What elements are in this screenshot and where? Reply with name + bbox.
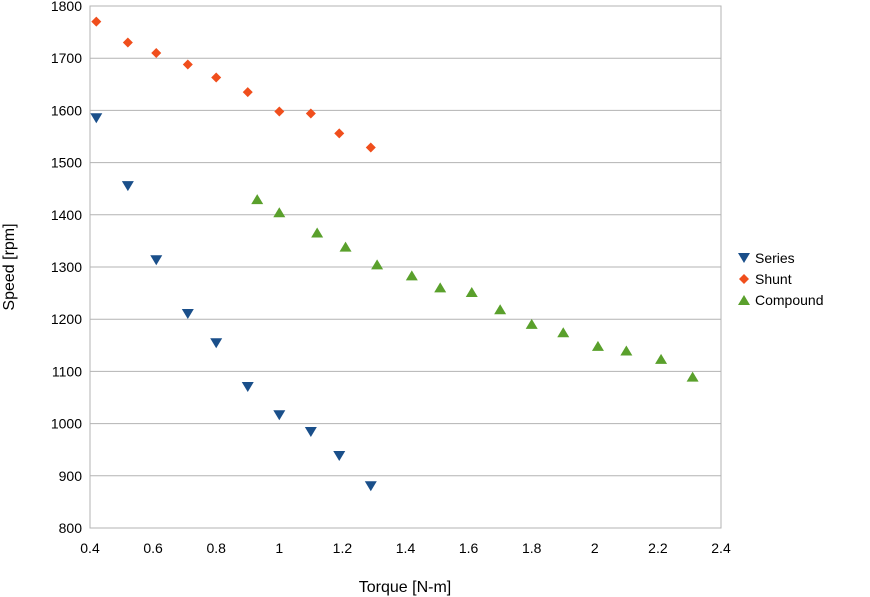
compound-point [655, 353, 668, 364]
compound-point [557, 327, 570, 338]
y-tick-label: 1200 [51, 311, 82, 327]
plot-area [89, 5, 722, 529]
y-tick-label: 1300 [51, 259, 82, 275]
legend-label-shunt: Shunt [755, 271, 792, 287]
y-tick-label: 1400 [51, 207, 82, 223]
y-tick-label: 1700 [51, 50, 82, 66]
series-point [181, 308, 194, 319]
compound-point [465, 287, 478, 298]
compound-point [620, 345, 633, 356]
legend-marker-series [738, 253, 750, 263]
legend-marker-compound [738, 295, 750, 305]
x-tick-label: 1.2 [333, 540, 353, 556]
compound-point [525, 318, 538, 329]
y-axis-ticks: 800 900 1000 1100 1200 1300 1400 1500 1600 1700 18… [51, 0, 82, 536]
x-tick-label: 2.4 [711, 540, 731, 556]
x-tick-label: 2.2 [648, 540, 668, 556]
x-axis-title: Torque [N-m] [359, 579, 451, 596]
shunt-point [242, 87, 253, 98]
compound-point [591, 340, 604, 351]
grid [90, 5, 721, 529]
shunt-point [91, 16, 102, 27]
legend-label-compound: Compound [755, 292, 824, 308]
compound-point [686, 371, 699, 382]
series-point [150, 255, 163, 266]
shunt-point [305, 108, 316, 119]
compound-point [311, 227, 324, 238]
compound-point [273, 207, 286, 218]
y-tick-label: 1500 [51, 155, 82, 171]
x-tick-label: 1.4 [396, 540, 416, 556]
series-point [364, 481, 377, 492]
y-tick-label: 800 [59, 520, 83, 536]
shunt-point [274, 106, 285, 117]
compound-point [494, 304, 507, 315]
y-tick-label: 1000 [51, 416, 82, 432]
y-tick-label: 1800 [51, 0, 82, 14]
shunt-point [211, 72, 222, 83]
x-tick-label: 1 [275, 540, 283, 556]
compound-point [339, 241, 352, 252]
y-axis-title: Speed [rpm] [1, 223, 18, 310]
compound-point [371, 259, 384, 270]
shunt-point [365, 142, 376, 153]
x-tick-label: 0.8 [206, 540, 226, 556]
legend-marker-shunt [739, 274, 749, 284]
x-tick-label: 2 [591, 540, 599, 556]
compound-point [434, 282, 447, 293]
series-point [241, 382, 254, 393]
x-tick-label: 0.4 [80, 540, 100, 556]
series-point [333, 450, 346, 461]
compound-point [405, 270, 418, 281]
y-tick-label: 900 [59, 468, 83, 484]
x-tick-label: 0.6 [143, 540, 163, 556]
x-axis-ticks: 0.4 0.6 0.8 1 1.2 1.4 1.6 1.8 2 2.2 2.4 [80, 540, 731, 556]
series-point [210, 338, 223, 349]
shunt-point [122, 37, 133, 48]
shunt-point [182, 59, 193, 70]
y-tick-label: 1600 [51, 102, 82, 118]
shunt-point [334, 128, 345, 139]
legend-label-series: Series [755, 250, 795, 266]
series-point [304, 426, 317, 437]
x-tick-label: 1.8 [522, 540, 542, 556]
x-tick-label: 1.6 [459, 540, 479, 556]
legend: Series Shunt Compound [738, 250, 824, 308]
series-point [273, 410, 286, 421]
series-point [90, 113, 103, 124]
compound-point [251, 194, 264, 205]
series-point [121, 181, 134, 192]
y-tick-label: 1100 [52, 363, 82, 379]
shunt-point [151, 47, 162, 58]
data-points [90, 16, 699, 492]
